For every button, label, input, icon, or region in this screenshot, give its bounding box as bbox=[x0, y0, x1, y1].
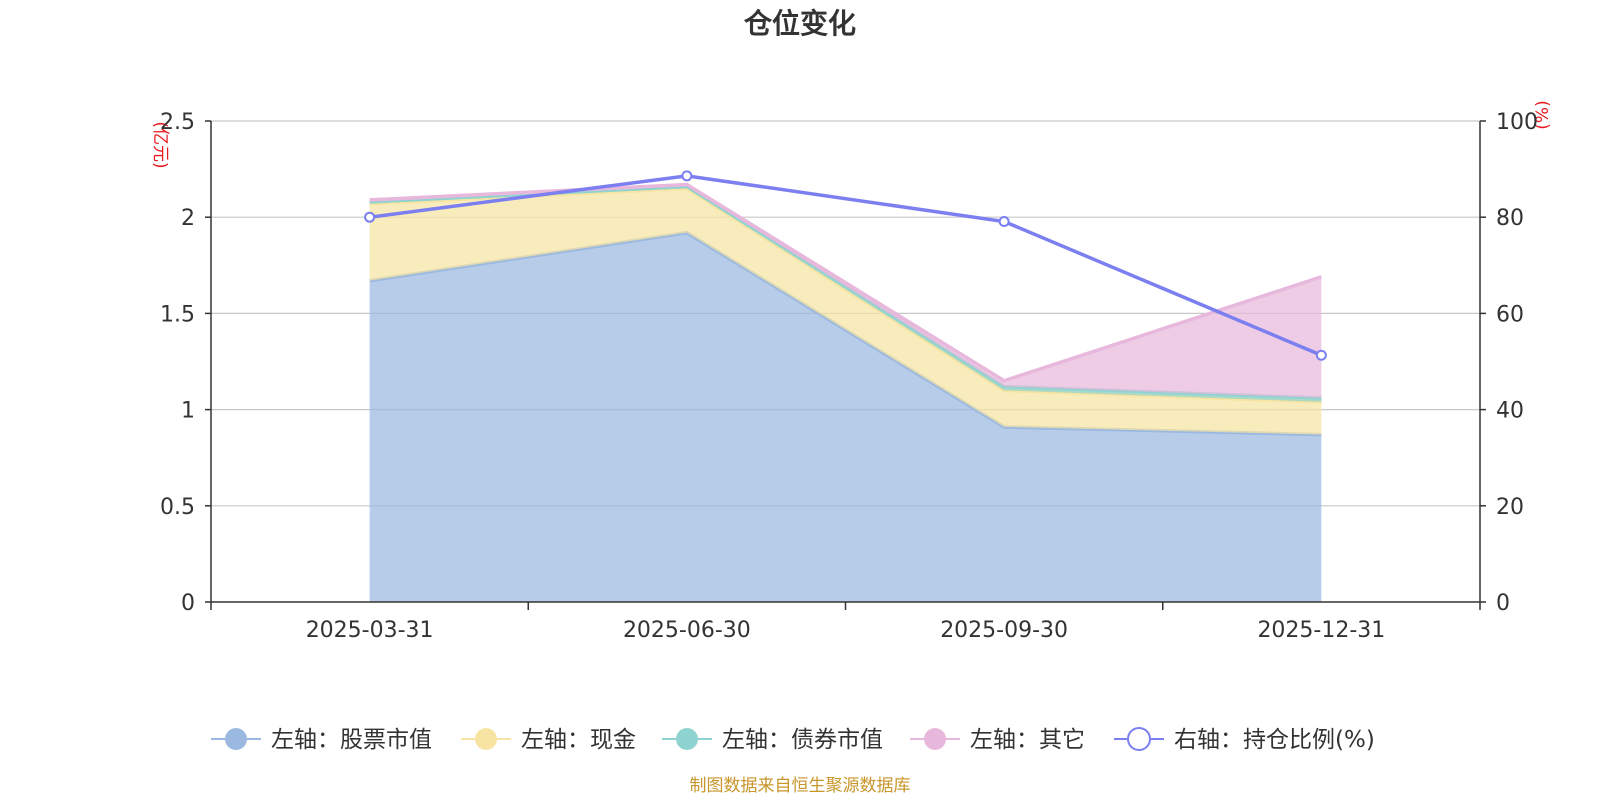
axes: 0 0.5 1 1.5 2 2.5 0 20 40 60 80 100 2025-03-31 2025-0… bbox=[160, 110, 1538, 643]
left-axis-tick-label: 0 bbox=[181, 591, 195, 616]
left-axis-unit: (亿元) bbox=[150, 121, 170, 168]
legend-label: 右轴：持仓比例(%) bbox=[1174, 727, 1375, 753]
legend-item[interactable]: 左轴：现金 bbox=[461, 727, 636, 753]
legend-circle-icon bbox=[924, 728, 946, 750]
area-edge-line bbox=[369, 182, 1322, 383]
line-series bbox=[364, 170, 1327, 361]
legend-label: 左轴：其它 bbox=[970, 727, 1085, 753]
holding-ratio-point bbox=[998, 216, 1010, 228]
right-axis-tick-label: 40 bbox=[1496, 399, 1524, 424]
area-fill bbox=[369, 232, 1322, 603]
legend-item[interactable]: 左轴：股票市值 bbox=[211, 727, 432, 753]
left-axis-tick-label: 2 bbox=[181, 206, 195, 231]
area-fill bbox=[369, 184, 1322, 399]
chart-title: 仓位变化 bbox=[744, 7, 856, 40]
legend-circle-icon bbox=[225, 728, 247, 750]
x-axis-tick-label: 2025-06-30 bbox=[623, 618, 751, 643]
left-axis-tick-label: 1.5 bbox=[160, 302, 195, 327]
right-axis-tick-label: 20 bbox=[1496, 495, 1524, 520]
holding-ratio-point bbox=[364, 211, 376, 223]
area-series bbox=[369, 182, 1322, 603]
legend-label: 左轴：股票市值 bbox=[271, 727, 432, 753]
legend-item[interactable]: 左轴：债券市值 bbox=[662, 727, 883, 753]
x-axis-tick-label: 2025-12-31 bbox=[1257, 618, 1385, 643]
legend-circle-icon bbox=[475, 728, 497, 750]
source-note: 制图数据来自恒生聚源数据库 bbox=[690, 776, 911, 796]
legend-label: 左轴：现金 bbox=[521, 727, 636, 753]
left-axis-tick-label: 0.5 bbox=[160, 495, 195, 520]
left-axis-tick-label: 2.5 bbox=[160, 110, 195, 135]
x-axis-tick-label: 2025-09-30 bbox=[940, 618, 1068, 643]
area-fill bbox=[369, 188, 1322, 435]
right-axis-tick-label: 100 bbox=[1496, 110, 1538, 135]
right-axis-tick-label: 0 bbox=[1496, 591, 1510, 616]
legend-item[interactable]: 左轴：其它 bbox=[910, 727, 1085, 753]
holding-ratio-point bbox=[1315, 349, 1327, 361]
right-axis-tick-label: 60 bbox=[1496, 302, 1524, 327]
holding-ratio-line bbox=[369, 174, 1323, 357]
legend: 左轴：股票市值 左轴：现金 左轴：债券市值 左轴：其它 右轴：持仓比例(%) bbox=[211, 727, 1375, 753]
legend-label: 左轴：债券市值 bbox=[722, 727, 883, 753]
right-axis-unit: (%) bbox=[1533, 100, 1553, 129]
holding-ratio-point bbox=[681, 170, 693, 182]
legend-item[interactable]: 右轴：持仓比例(%) bbox=[1114, 727, 1375, 753]
x-axis-tick-label: 2025-03-31 bbox=[306, 618, 434, 643]
legend-hollow-circle-icon bbox=[1127, 727, 1151, 751]
left-axis-tick-label: 1 bbox=[181, 399, 195, 424]
legend-circle-icon bbox=[676, 728, 698, 750]
right-axis-tick-label: 80 bbox=[1496, 206, 1524, 231]
